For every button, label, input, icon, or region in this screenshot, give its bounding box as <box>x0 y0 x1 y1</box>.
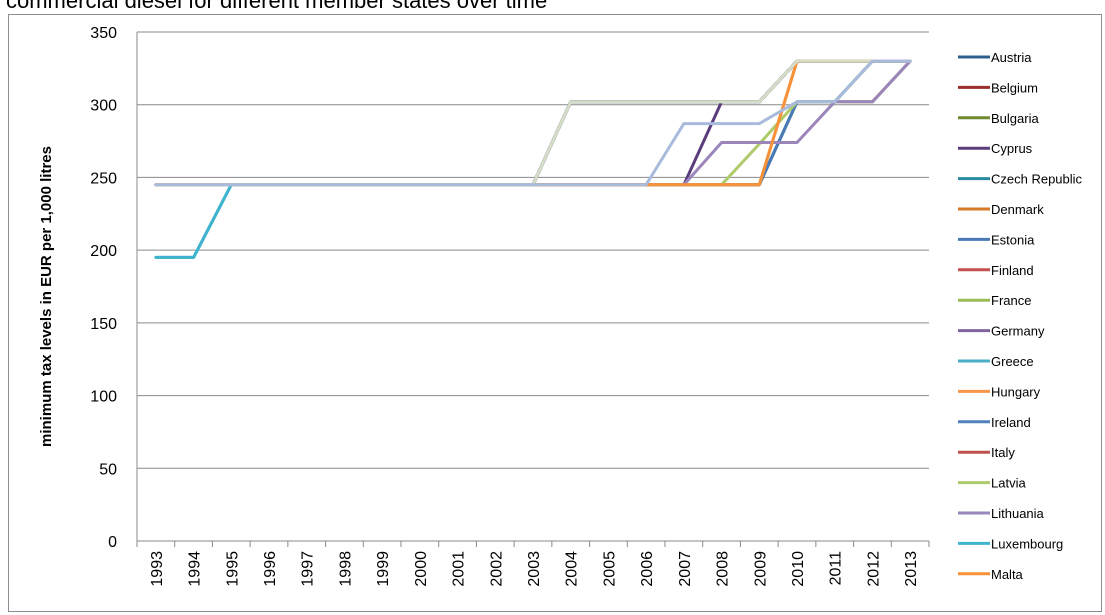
x-tick-label: 2009 <box>752 551 769 587</box>
x-tick-label: 2006 <box>639 551 656 587</box>
x-tick-label: 2012 <box>865 551 882 587</box>
x-tick-label: 1994 <box>187 551 204 587</box>
chart-frame <box>8 14 1102 612</box>
x-tick-label: 1995 <box>224 551 241 587</box>
legend-label: Finland <box>991 263 1034 278</box>
chart-title: commercial diesel for different member s… <box>6 0 548 13</box>
x-tick-label: 2008 <box>715 551 732 587</box>
series-line <box>154 59 912 187</box>
x-tick-label: 1998 <box>337 551 354 587</box>
series-line <box>154 59 912 187</box>
legend-label: Czech Republic <box>991 172 1083 187</box>
x-tick-label: 2013 <box>903 551 920 587</box>
series-line <box>154 59 912 259</box>
series-line <box>154 59 912 187</box>
series-line <box>154 59 912 187</box>
y-tick-label: 300 <box>90 98 117 115</box>
legend-label: Italy <box>991 445 1015 460</box>
y-tick-label: 0 <box>108 534 117 551</box>
legend-label: Malta <box>991 567 1024 582</box>
x-tick-label: 2002 <box>488 551 505 587</box>
y-tick-label: 350 <box>90 25 117 42</box>
legend-label: Greece <box>991 354 1034 369</box>
legend-label: Hungary <box>991 384 1041 399</box>
legend-label: Latvia <box>991 476 1026 491</box>
series-lines <box>154 59 912 259</box>
legend-label: Luxembourg <box>991 536 1063 551</box>
y-axis-label: minimum tax levels in EUR per 1,000 litr… <box>38 146 55 447</box>
x-tick-label: 2005 <box>601 551 618 587</box>
series-line <box>154 59 912 187</box>
legend-label: Belgium <box>991 80 1038 95</box>
series-line <box>154 59 912 187</box>
series-line <box>154 59 912 187</box>
legend-label: Austria <box>991 50 1032 65</box>
x-tick-label: 2007 <box>677 551 694 587</box>
series-line <box>154 59 912 187</box>
legend-label: Ireland <box>991 415 1031 430</box>
legend: Austria Belgium Bulgaria Cyprus Czech Republ… <box>958 50 1083 582</box>
series-line <box>154 59 912 187</box>
axes <box>136 32 930 547</box>
x-tick-label: 2004 <box>564 551 581 587</box>
x-tick-label: 2010 <box>790 551 807 587</box>
series-line <box>154 59 912 187</box>
series-line <box>154 59 912 187</box>
x-tick-label: 2011 <box>828 551 845 586</box>
legend-label: Estonia <box>991 232 1035 247</box>
series-line <box>154 59 912 187</box>
series-line <box>154 59 912 187</box>
legend-label: Denmark <box>991 202 1044 217</box>
series-line <box>154 59 912 187</box>
legend-label: France <box>991 293 1031 308</box>
y-tick-label: 100 <box>90 389 117 406</box>
y-tick-label: 250 <box>90 170 117 187</box>
series-line <box>154 59 912 187</box>
series-line <box>154 59 912 259</box>
x-tick-label: 2001 <box>451 551 468 587</box>
legend-label: Lithuania <box>991 506 1045 521</box>
gridlines <box>137 31 929 469</box>
x-tick-label: 2003 <box>526 551 543 587</box>
x-tick-label: 1999 <box>375 551 392 587</box>
x-tick-label: 1997 <box>300 551 317 587</box>
legend-label: Cyprus <box>991 141 1033 156</box>
y-tick-labels: 0 50 100 150 200 250 300 350 <box>90 25 117 551</box>
x-tick-label: 1993 <box>149 551 166 587</box>
series-line <box>154 59 912 187</box>
x-tick-label: 2000 <box>413 551 430 587</box>
y-tick-label: 200 <box>90 243 117 260</box>
x-tick-label: 1996 <box>262 551 279 587</box>
legend-label: Germany <box>991 324 1045 339</box>
x-tick-labels: 1993 1994 1995 1996 1997 1998 1999 2000 2001 2002… <box>149 551 920 587</box>
series-line <box>154 59 912 187</box>
legend-label: Bulgaria <box>991 111 1039 126</box>
y-tick-label: 150 <box>90 316 117 333</box>
y-tick-label: 50 <box>99 461 117 478</box>
series-line <box>154 59 912 187</box>
